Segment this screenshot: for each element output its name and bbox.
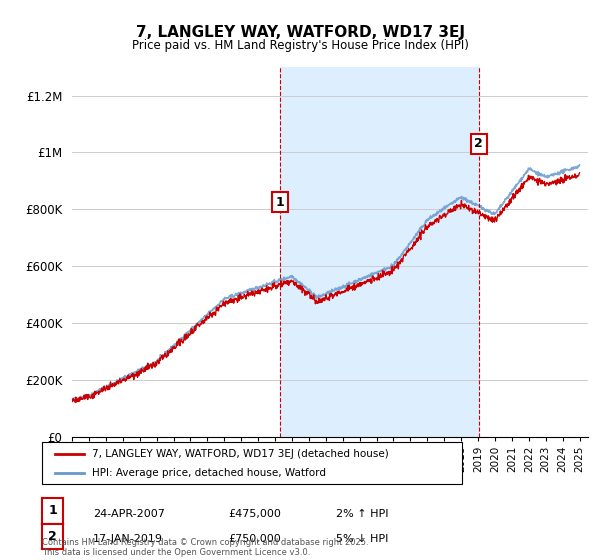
Text: £750,000: £750,000 [228,534,281,544]
Text: 1: 1 [276,196,284,209]
Text: 24-APR-2007: 24-APR-2007 [93,509,165,519]
Text: 7, LANGLEY WAY, WATFORD, WD17 3EJ (detached house): 7, LANGLEY WAY, WATFORD, WD17 3EJ (detac… [92,449,389,459]
Text: Contains HM Land Registry data © Crown copyright and database right 2025.
This d: Contains HM Land Registry data © Crown c… [42,538,368,557]
Text: 2: 2 [475,137,483,151]
Text: HPI: Average price, detached house, Watford: HPI: Average price, detached house, Watf… [92,468,326,478]
Text: 17-JAN-2019: 17-JAN-2019 [93,534,163,544]
Text: 2: 2 [48,530,57,543]
Bar [280,67,479,437]
Text: 7, LANGLEY WAY, WATFORD, WD17 3EJ: 7, LANGLEY WAY, WATFORD, WD17 3EJ [136,25,464,40]
FancyBboxPatch shape [42,442,462,484]
Text: 5% ↓ HPI: 5% ↓ HPI [336,534,388,544]
Text: 2% ↑ HPI: 2% ↑ HPI [336,509,389,519]
Text: £475,000: £475,000 [228,509,281,519]
Text: 1: 1 [48,505,57,517]
Text: Price paid vs. HM Land Registry's House Price Index (HPI): Price paid vs. HM Land Registry's House … [131,39,469,52]
